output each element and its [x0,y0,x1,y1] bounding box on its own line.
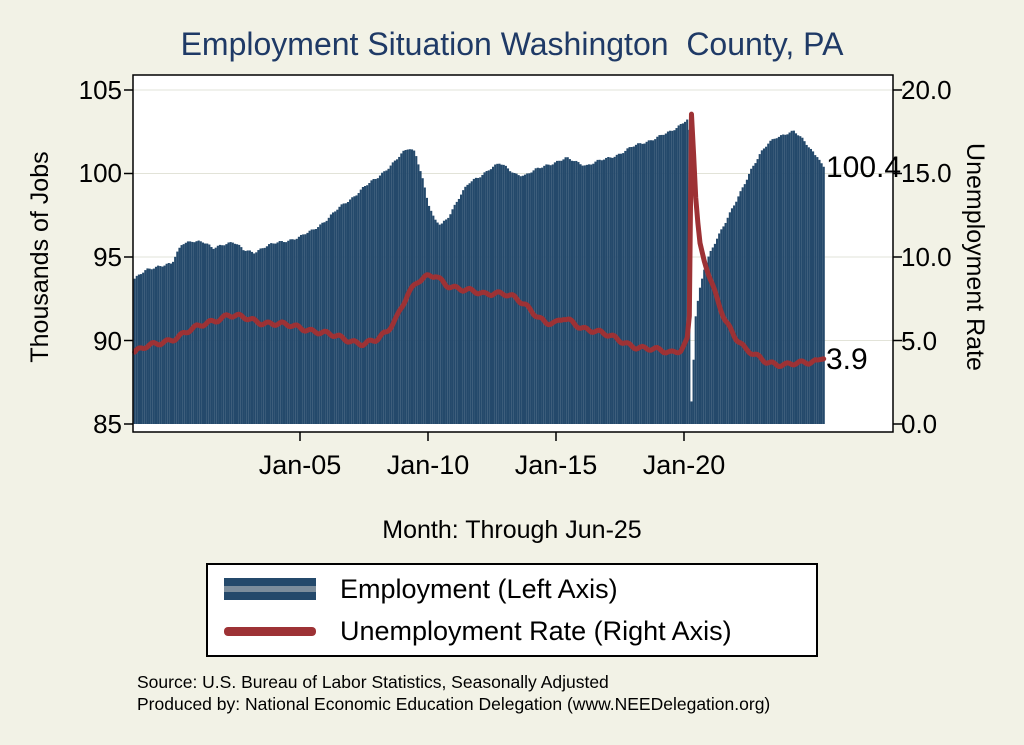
source-note: Source: U.S. Bureau of Labor Statistics,… [137,672,609,692]
right-axis-tick-label: 20.0 [901,75,952,105]
left-axis-title: Thousands of Jobs [26,151,54,363]
right-axis-tick-label: 15.0 [901,158,952,188]
annotation-unemployment-rate-latest: 3.9 [826,343,868,376]
employment-bar-swatch [224,578,316,600]
chart-title: Employment Situation Washington County, … [180,26,844,62]
left-axis-tick-label: 100 [78,158,122,188]
left-axis-tick-label: 105 [78,75,122,105]
unemployment-rate-line [132,111,827,370]
right-axis-tick-label: 10.0 [901,242,952,272]
legend-item-employment: Employment (Left Axis) [224,572,816,606]
legend-label-employment: Employment (Left Axis) [340,573,618,604]
right-axis-tick-label: 5.0 [901,326,938,356]
legend-label-unemployment-rate: Unemployment Rate (Right Axis) [340,615,732,646]
unemployment-line-swatch [224,626,316,636]
legend-item-unemployment-rate: Unemployment Rate (Right Axis) [224,614,816,648]
left-axis-tick-label: 85 [93,409,122,439]
x-axis-tick-label: Jan-10 [386,450,470,480]
x-axis-title: Month: Through Jun-25 [382,516,642,544]
left-axis-tick-label: 90 [93,326,122,356]
legend: Employment (Left Axis) Unemployment Rate… [206,563,818,657]
left-axis-tick-label: 95 [93,242,122,272]
x-axis-tick-label: Jan-20 [642,450,726,480]
employment-bar-swatch-stripe [224,586,316,592]
annotation-employment-latest: 100.4 [826,151,901,184]
right-axis-tick-label: 0.0 [901,409,938,439]
x-axis-tick-label: Jan-05 [258,450,342,480]
plot-border [132,74,894,433]
x-axis-tick-label: Jan-15 [514,450,598,480]
footer: Source: U.S. Bureau of Labor Statistics,… [137,671,770,715]
produced-by-note: Produced by: National Economic Education… [137,694,771,714]
